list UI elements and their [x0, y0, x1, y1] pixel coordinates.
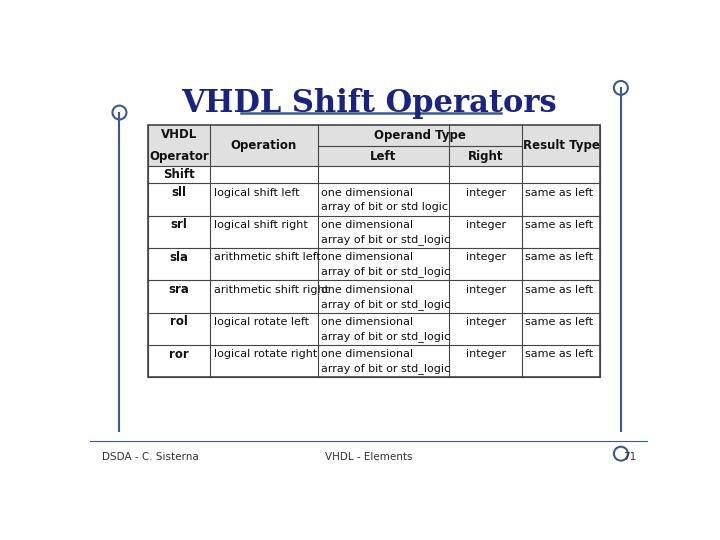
Text: arithmetic shift left: arithmetic shift left — [214, 252, 320, 262]
Text: one dimensional: one dimensional — [320, 285, 413, 295]
Text: logical rotate left: logical rotate left — [214, 317, 309, 327]
Text: logical shift right: logical shift right — [214, 220, 307, 230]
Text: array of bit or std_logic: array of bit or std_logic — [320, 331, 450, 342]
Text: same as left: same as left — [525, 285, 593, 295]
Text: rol: rol — [170, 315, 188, 328]
Text: integer: integer — [466, 285, 505, 295]
Text: same as left: same as left — [525, 349, 593, 359]
Text: integer: integer — [466, 349, 505, 359]
Bar — [148, 125, 600, 377]
Text: Shift: Shift — [163, 168, 195, 181]
Text: same as left: same as left — [525, 220, 593, 230]
Text: one dimensional: one dimensional — [320, 317, 413, 327]
Text: sll: sll — [171, 186, 186, 199]
Text: array of bit or std logic: array of bit or std logic — [320, 202, 448, 212]
Text: DSDA - C. Sisterna: DSDA - C. Sisterna — [102, 453, 199, 462]
Text: Operator: Operator — [149, 150, 209, 163]
Text: integer: integer — [466, 317, 505, 327]
Text: same as left: same as left — [525, 187, 593, 198]
Text: same as left: same as left — [525, 252, 593, 262]
Text: VHDL Shift Operators: VHDL Shift Operators — [181, 88, 557, 119]
Text: Operand Type: Operand Type — [374, 129, 466, 142]
Text: Operation: Operation — [230, 139, 297, 152]
Text: array of bit or std_logic: array of bit or std_logic — [320, 234, 450, 245]
Text: VHDL: VHDL — [161, 128, 197, 141]
Text: 71: 71 — [623, 453, 636, 462]
Text: array of bit or std_logic: array of bit or std_logic — [320, 363, 450, 374]
Text: integer: integer — [466, 187, 505, 198]
Text: one dimensional: one dimensional — [320, 220, 413, 230]
Text: Left: Left — [370, 150, 397, 163]
Text: array of bit or std_logic: array of bit or std_logic — [320, 266, 450, 278]
Text: sra: sra — [168, 283, 189, 296]
Text: array of bit or std_logic: array of bit or std_logic — [320, 299, 450, 310]
Text: integer: integer — [466, 220, 505, 230]
Text: Result Type: Result Type — [523, 139, 599, 152]
Text: same as left: same as left — [525, 317, 593, 327]
Text: integer: integer — [466, 252, 505, 262]
Bar — [148, 125, 600, 166]
Text: sla: sla — [169, 251, 189, 264]
Text: Right: Right — [468, 150, 503, 163]
Text: VHDL - Elements: VHDL - Elements — [325, 453, 413, 462]
Text: one dimensional: one dimensional — [320, 187, 413, 198]
Text: srl: srl — [171, 219, 187, 232]
Text: logical shift left: logical shift left — [214, 187, 300, 198]
Text: logical rotate right: logical rotate right — [214, 349, 317, 359]
Text: one dimensional: one dimensional — [320, 349, 413, 359]
Text: ror: ror — [169, 348, 189, 361]
Text: arithmetic shift right: arithmetic shift right — [214, 285, 329, 295]
Text: one dimensional: one dimensional — [320, 252, 413, 262]
